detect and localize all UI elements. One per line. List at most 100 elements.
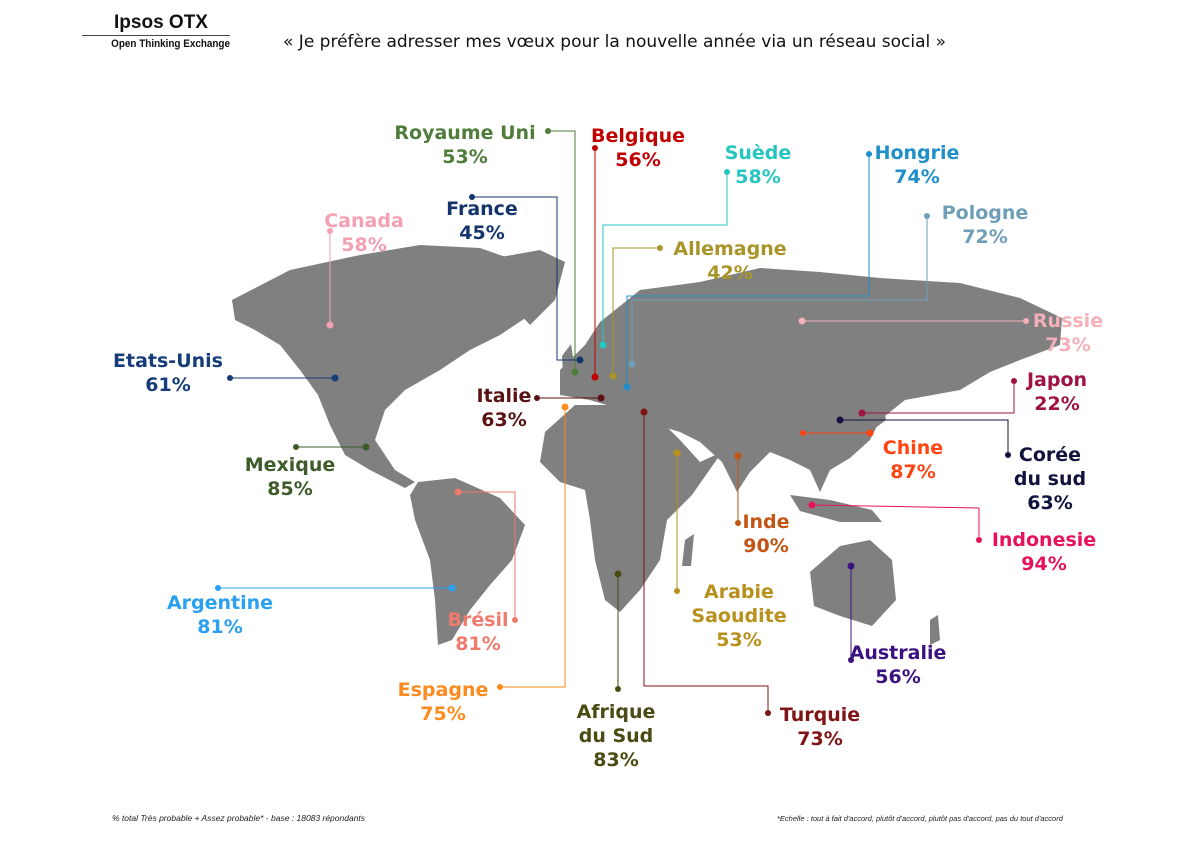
country-value: 85% (267, 478, 313, 500)
country-value: 90% (743, 535, 789, 557)
country-label-royaume-uni: Royaume Uni 53% (394, 121, 535, 169)
country-value: 74% (894, 166, 940, 188)
label-dot-afrique-du-sud (615, 686, 621, 692)
country-name: Etats-Unis (113, 350, 223, 372)
label-dot-suede (724, 169, 730, 175)
country-value: 63% (481, 409, 527, 431)
country-value: 22% (1034, 393, 1080, 415)
country-value: 72% (962, 226, 1008, 248)
country-label-russie: Russie 73% (1033, 309, 1103, 357)
label-dot-bresil (512, 617, 518, 623)
land-masses (232, 245, 1062, 645)
leader-line-hongrie (626, 154, 870, 387)
map-marker-turquie (640, 408, 648, 416)
country-label-allemagne: Allemagne 42% (673, 237, 786, 285)
label-dot-pologne (924, 213, 930, 219)
country-label-chine: Chine 87% (883, 436, 943, 484)
map-marker-canada (326, 321, 334, 329)
map-marker-mexique (362, 443, 370, 451)
country-label-arabie-saoudite: Arabie Saoudite 53% (691, 580, 786, 652)
map-marker-france (576, 356, 584, 364)
label-dot-hongrie (866, 151, 872, 157)
leader-line-suede (602, 172, 728, 345)
map-marker-argentine (448, 584, 456, 592)
label-dot-belgique (592, 145, 598, 151)
country-name: Russie (1032, 310, 1104, 332)
country-name: Turquie (779, 704, 861, 726)
country-value: 56% (615, 149, 661, 171)
label-dot-france (469, 194, 475, 200)
map-marker-australie (847, 562, 855, 570)
country-name: Argentine (166, 592, 274, 614)
map-marker-belgique (591, 373, 599, 381)
ipsos-otx-logo: Ipsos OTX Open Thinking Exchange (82, 12, 230, 50)
country-name: Japon (1026, 369, 1088, 391)
country-value: 61% (145, 374, 191, 396)
map-marker-russie (798, 317, 806, 325)
country-label-france: France 45% (446, 197, 518, 245)
country-value: 75% (420, 703, 466, 725)
country-value: 53% (442, 146, 488, 168)
map-marker-suede (599, 341, 607, 349)
country-name: Saoudite (691, 605, 787, 627)
indonesia-islands (790, 495, 882, 522)
country-value: 94% (1021, 553, 1067, 575)
leader-lines (215, 128, 1029, 716)
country-label-coree-du-sud: Corée du sud 63% (1014, 443, 1086, 515)
label-dot-australie (848, 657, 854, 663)
page-title: « Je préfère adresser mes vœux pour la n… (283, 32, 947, 52)
country-name: Canada (324, 210, 404, 232)
logo-divider (82, 35, 230, 36)
label-dot-chine (800, 430, 806, 436)
uk (562, 344, 575, 373)
label-dot-turquie (765, 710, 771, 716)
country-label-inde: Inde 90% (742, 510, 789, 558)
country-label-pologne: Pologne 72% (942, 201, 1029, 249)
country-name: Pologne (941, 202, 1029, 224)
country-label-bresil: Brésil 81% (447, 608, 508, 656)
country-label-etats-unis: Etats-Unis 61% (113, 349, 223, 397)
leader-line-pologne (631, 216, 928, 364)
country-label-canada: Canada 58% (324, 209, 404, 257)
label-dot-royaume-uni (545, 128, 551, 134)
map-marker-pologne (628, 360, 636, 368)
country-value: 58% (735, 166, 781, 188)
country-value: 87% (890, 461, 936, 483)
country-name: Italie (476, 385, 532, 407)
country-label-turquie: Turquie 73% (780, 703, 860, 751)
leader-line-bresil (458, 491, 516, 620)
label-dot-arabie-saoudite (674, 588, 680, 594)
leader-line-turquie (643, 412, 769, 713)
map-marker-royaume-uni (571, 368, 579, 376)
country-label-mexique: Mexique 85% (245, 453, 336, 501)
map-marker-chine (866, 429, 874, 437)
south-america (410, 478, 525, 645)
country-name: Afrique (576, 701, 656, 723)
country-value: 53% (716, 629, 762, 651)
label-dot-argentine (215, 585, 221, 591)
country-label-espagne: Espagne 75% (398, 678, 489, 726)
country-name: Arabie (704, 581, 774, 603)
map-marker-etats-unis (331, 374, 339, 382)
country-name: Indonesie (991, 529, 1097, 551)
country-label-hongrie: Hongrie 74% (875, 141, 960, 189)
country-value: 63% (1027, 492, 1073, 514)
map-marker-indonesie (808, 501, 816, 509)
label-dot-indonesie (976, 537, 982, 543)
label-dot-espagne (497, 684, 503, 690)
country-label-indonesie: Indonesie 94% (992, 528, 1096, 576)
leader-line-indonesie (811, 504, 980, 540)
country-value: 83% (593, 749, 639, 771)
country-name: Espagne (397, 679, 489, 701)
leader-line-coree-du-sud (840, 419, 1009, 455)
leader-line-espagne (500, 407, 566, 688)
footnote-base: % total Très probable + Assez probable* … (112, 813, 366, 823)
country-label-australie: Australie 56% (850, 641, 947, 689)
country-name: Suède (724, 142, 792, 164)
country-name: du sud (1013, 468, 1087, 490)
new-zealand (930, 615, 940, 645)
country-value: 58% (341, 234, 387, 256)
country-name: Mexique (244, 454, 336, 476)
country-name: Australie (849, 642, 947, 664)
